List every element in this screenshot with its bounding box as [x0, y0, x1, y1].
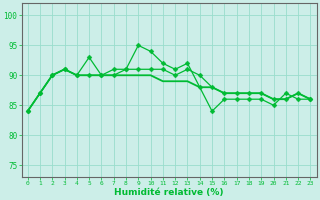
- X-axis label: Humidité relative (%): Humidité relative (%): [114, 188, 224, 197]
